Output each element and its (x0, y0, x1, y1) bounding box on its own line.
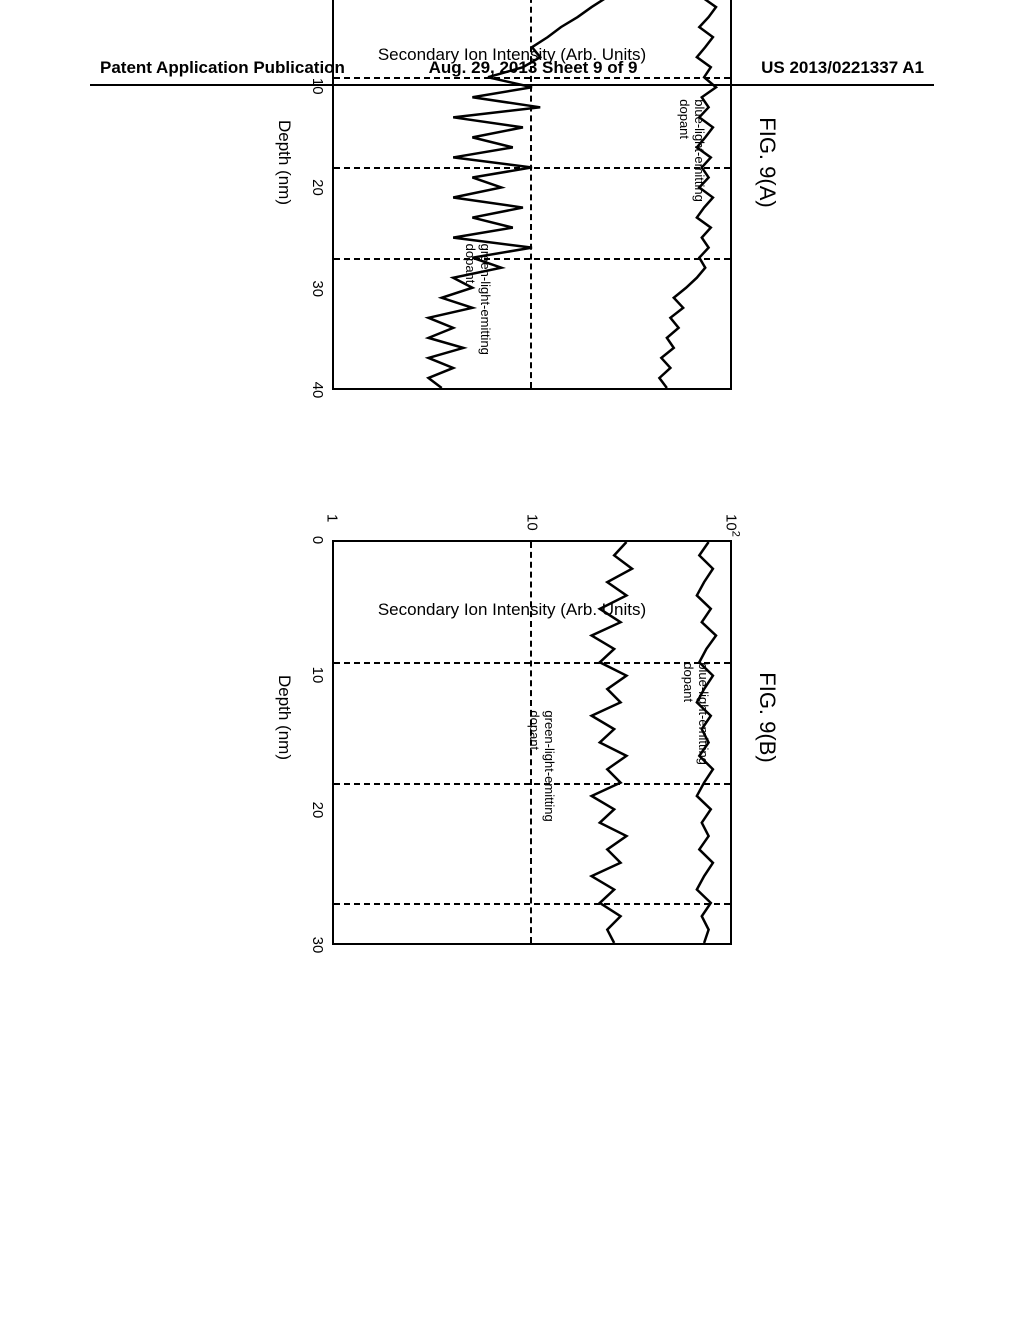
x-tick-label: 40 (309, 382, 326, 399)
figure-title-a: FIG. 9(A) (754, 117, 780, 207)
y-tick-label: 1 (324, 514, 341, 522)
x-axis-label-b: Depth (nm) (274, 675, 294, 760)
blue-trace-label: blue-light-emittingdopant (676, 99, 706, 202)
x-tick-label: 20 (309, 802, 326, 819)
green-dopant-trace (592, 542, 632, 943)
vertical-gridline (334, 662, 730, 664)
figure-title-b: FIG. 9(B) (754, 672, 780, 762)
vertical-gridline (334, 77, 730, 79)
blue-trace-label: blue-light-emittingdopant (680, 662, 710, 765)
y-tick-label: 10 (524, 514, 541, 531)
horizontal-gridline (530, 0, 532, 388)
x-axis-label-a: Depth (nm) (274, 120, 294, 205)
green-trace-label: green-light-emittingdopant (463, 244, 493, 355)
plot-area-a: blue-light-emittingdopant green-light-emi… (332, 0, 732, 390)
figure-panel-b: FIG. 9(B) Secondary Ion Intensity (Arb. … (252, 470, 772, 965)
figure-panel-a: FIG. 9(A) Secondary Ion Intensity (Arb. … (252, 0, 772, 410)
header-right: US 2013/0221337 A1 (761, 58, 924, 78)
vertical-gridline (334, 258, 730, 260)
x-tick-label: 20 (309, 179, 326, 196)
x-tick-label: 30 (309, 280, 326, 297)
x-tick-label: 10 (309, 667, 326, 684)
y-tick-label: 102 (723, 514, 742, 537)
figure-rotated-container: FIG. 9(A) Secondary Ion Intensity (Arb. … (252, 0, 772, 965)
x-tick-label: 10 (309, 78, 326, 95)
vertical-gridline (334, 903, 730, 905)
green-dopant-trace (428, 0, 620, 388)
green-trace-label: green-light-emittingdopant (526, 710, 556, 821)
trace-svg-a (334, 0, 730, 388)
x-tick-label: 0 (309, 536, 326, 544)
x-tick-label: 30 (309, 937, 326, 954)
vertical-gridline (334, 167, 730, 169)
plot-area-b: blue-light-emittingdopant green-light-emi… (332, 540, 732, 945)
